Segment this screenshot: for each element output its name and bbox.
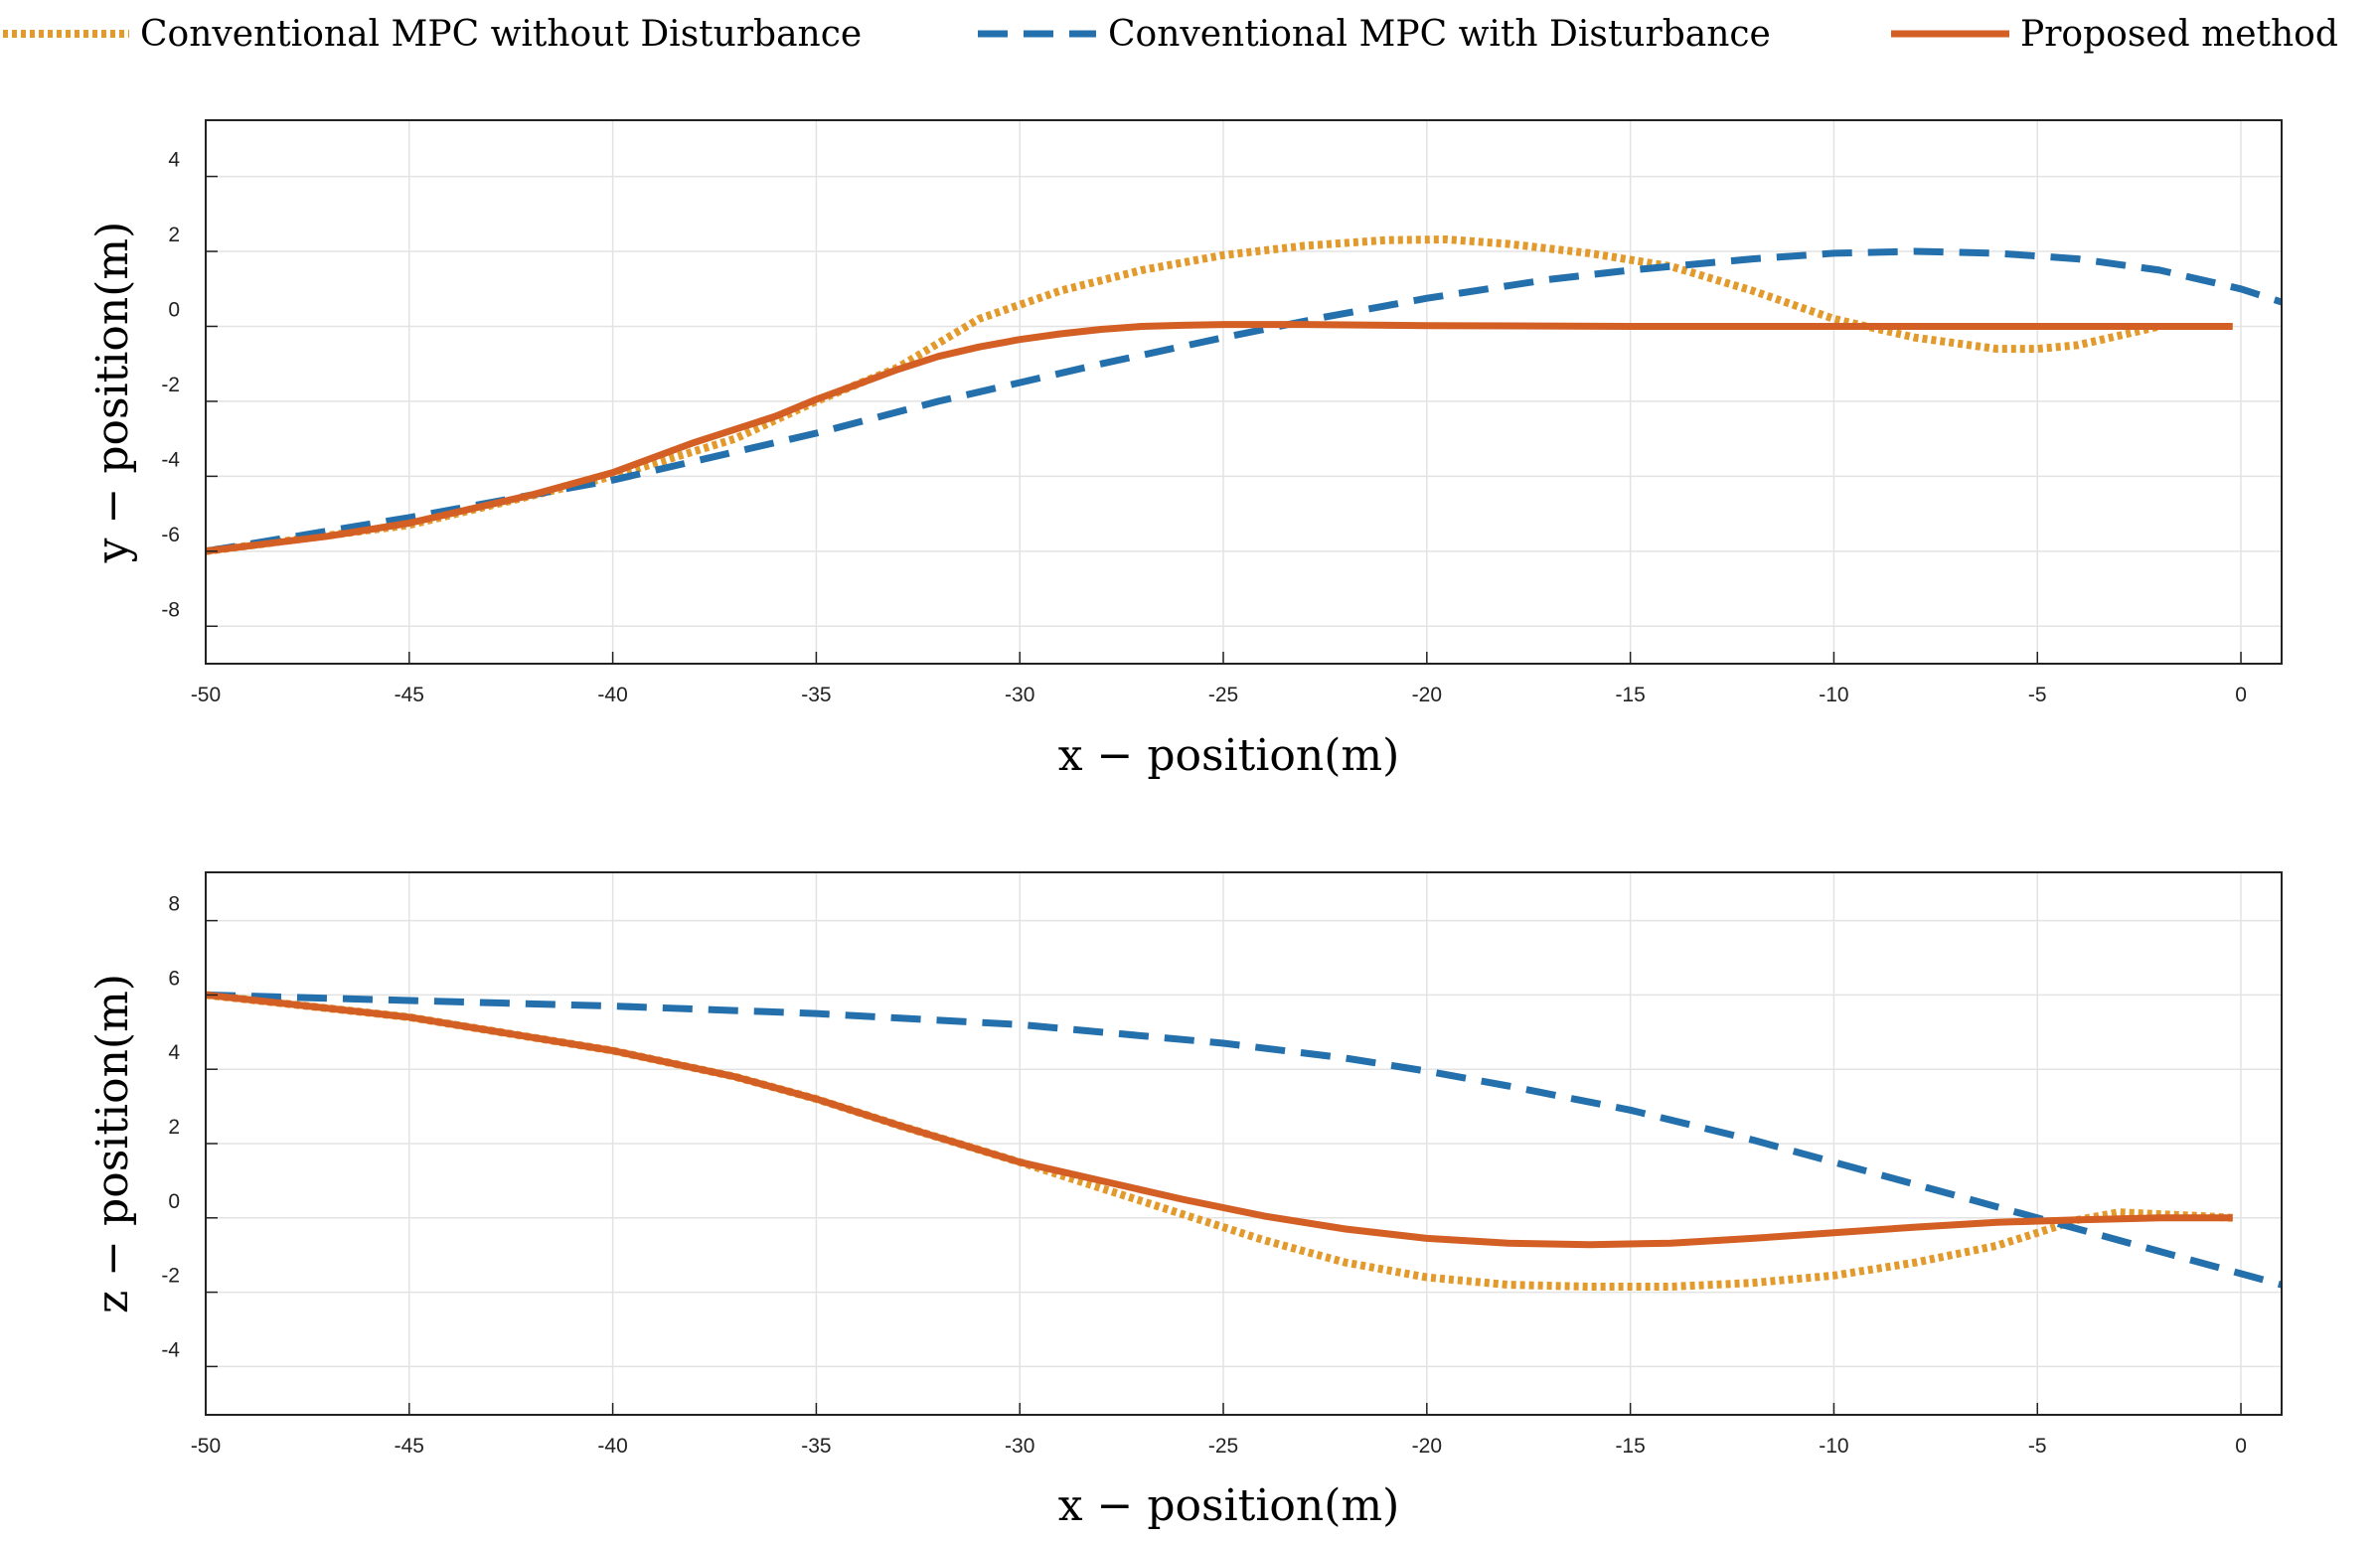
axes-frame xyxy=(205,119,2283,665)
legend-label: Proposed method xyxy=(2020,14,2338,55)
x-axis-label: x − position(m) xyxy=(1058,1480,1400,1531)
series-line-proposed-method xyxy=(206,991,2233,1249)
legend: Conventional MPC without Disturbance Conv… xyxy=(3,14,2338,55)
x-tick-label: -20 xyxy=(1412,1435,1442,1458)
y-tick-label: 2 xyxy=(168,1116,180,1139)
x-tick-label: -5 xyxy=(2028,1435,2047,1458)
series-line-conventional-mpc-with-disturbance xyxy=(206,991,2282,1289)
x-tick-label: -15 xyxy=(1615,684,1645,706)
y-tick-label: -4 xyxy=(161,1338,180,1361)
x-tick-label: -15 xyxy=(1615,1435,1645,1458)
y-tick-label: -2 xyxy=(161,1265,180,1288)
y-tick-label: -2 xyxy=(161,374,180,396)
legend-item-conventional-mpc-with-disturbance: Conventional MPC with Disturbance xyxy=(978,14,1771,55)
x-tick-label: -25 xyxy=(1208,684,1238,706)
series-line-conventional-mpc-without-disturbance xyxy=(206,235,2160,555)
y-tick-label: 4 xyxy=(168,149,180,172)
x-tick-label: -45 xyxy=(395,684,424,706)
x-tick-label: 0 xyxy=(2235,1435,2247,1458)
x-tick-label: -50 xyxy=(191,684,221,706)
yz-top-panel: -50 -45 -40 -35 -30 -25 -20 -15 -10 -5 0-8-6-4-202… xyxy=(87,119,2283,781)
series-line-proposed-method xyxy=(206,321,2233,555)
x-axis-label: x − position(m) xyxy=(1058,730,1400,781)
y-tick-label: 2 xyxy=(168,224,180,246)
y-tick-label: 8 xyxy=(168,893,180,916)
y-tick-label: -4 xyxy=(161,448,180,471)
y-tick-label: -8 xyxy=(161,598,180,621)
x-tick-label: -30 xyxy=(1005,1435,1034,1458)
y-tick-label: 6 xyxy=(168,967,180,990)
legend-label: Conventional MPC with Disturbance xyxy=(1108,14,1771,55)
x-tick-label: -45 xyxy=(395,1435,424,1458)
y-axis-label: y − position(m) xyxy=(87,222,138,564)
x-tick-label: 0 xyxy=(2235,684,2247,706)
legend-item-conventional-mpc-without-disturbance: Conventional MPC without Disturbance xyxy=(3,14,862,55)
x-tick-label: -40 xyxy=(597,684,627,706)
y-tick-label: 0 xyxy=(168,1190,180,1213)
y-tick-label: -6 xyxy=(161,524,180,546)
y-tick-label: 0 xyxy=(168,298,180,321)
x-tick-label: -5 xyxy=(2028,684,2047,706)
x-tick-label: -30 xyxy=(1005,684,1034,706)
plot-area xyxy=(206,120,2282,664)
x-tick-label: -20 xyxy=(1412,684,1442,706)
x-tick-label: -35 xyxy=(801,1435,831,1458)
x-tick-label: -25 xyxy=(1208,1435,1238,1458)
legend-label: Conventional MPC without Disturbance xyxy=(140,14,862,55)
x-tick-label: -35 xyxy=(801,684,831,706)
z-bottom-panel: -50 -45 -40 -35 -30 -25 -20 -15 -10 -5 0-4-202468x… xyxy=(87,871,2283,1531)
x-tick-label: -50 xyxy=(191,1435,221,1458)
y-tick-label: 4 xyxy=(168,1041,180,1064)
legend-item-proposed-method: Proposed method xyxy=(1891,14,2338,55)
series-line-conventional-mpc-with-disturbance xyxy=(206,247,2282,555)
x-tick-label: -10 xyxy=(1819,1435,1848,1458)
y-axis-label: z − position(m) xyxy=(87,974,138,1313)
x-tick-label: -40 xyxy=(597,1435,627,1458)
x-tick-label: -10 xyxy=(1819,684,1848,706)
